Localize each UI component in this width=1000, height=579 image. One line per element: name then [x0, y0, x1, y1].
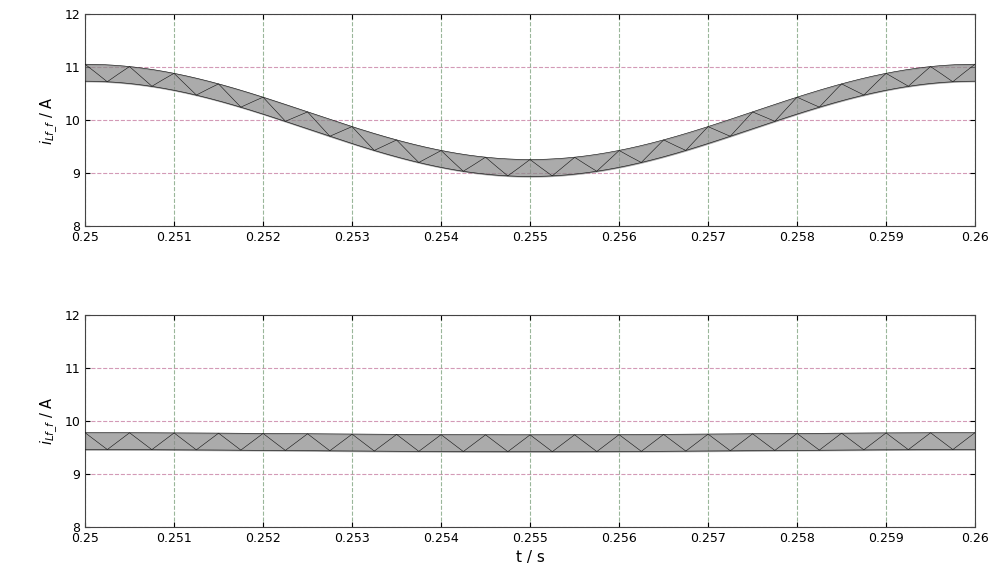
X-axis label: t / s: t / s	[516, 550, 544, 565]
Y-axis label: $i_{Lf\_f}$ / A: $i_{Lf\_f}$ / A	[39, 397, 60, 445]
Y-axis label: $i_{Lf\_f}$ / A: $i_{Lf\_f}$ / A	[39, 96, 60, 145]
